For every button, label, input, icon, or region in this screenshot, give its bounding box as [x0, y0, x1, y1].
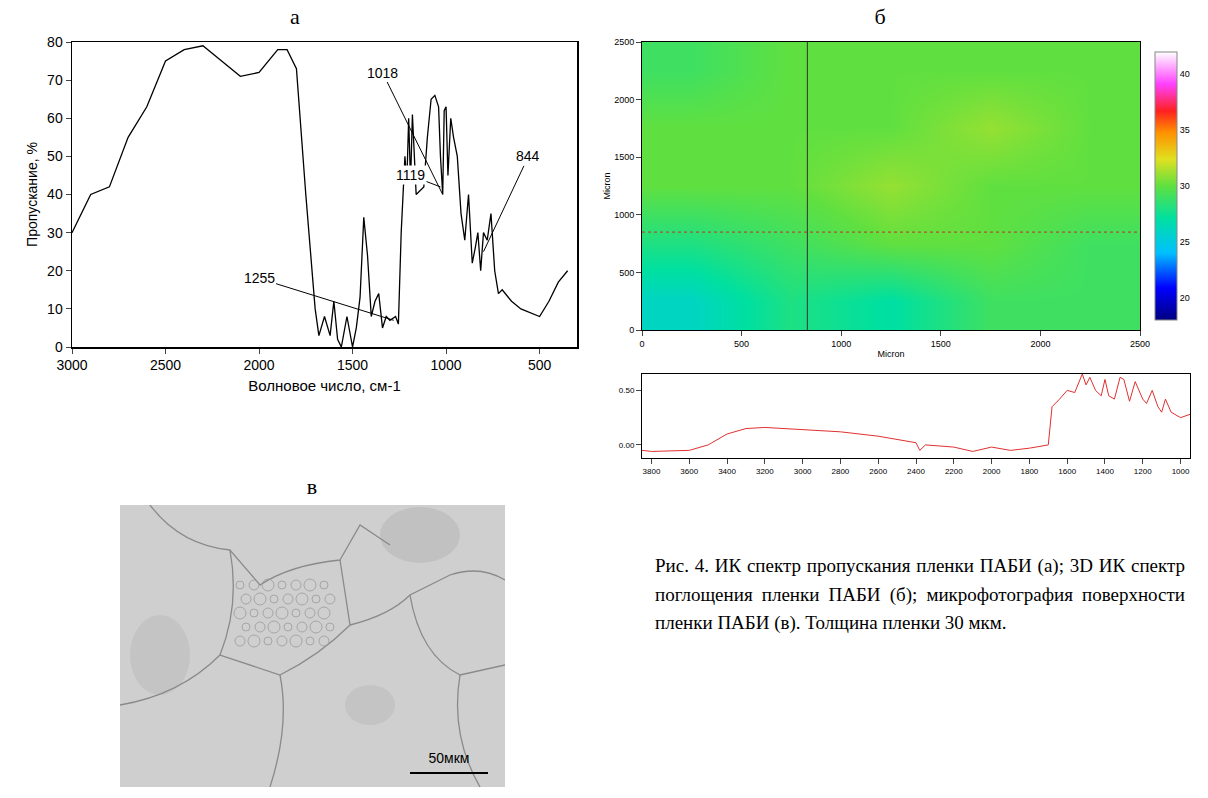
svg-text:1000: 1000 [430, 357, 461, 373]
svg-text:2000: 2000 [1030, 339, 1050, 349]
svg-text:0: 0 [629, 325, 634, 335]
svg-text:35: 35 [1180, 125, 1190, 135]
svg-text:3600: 3600 [680, 467, 698, 476]
svg-text:2600: 2600 [869, 467, 887, 476]
svg-text:1500: 1500 [614, 152, 634, 162]
svg-text:500: 500 [734, 339, 749, 349]
html-text:в: в [306, 474, 318, 499]
svg-text:3000: 3000 [56, 357, 87, 373]
svg-text:20: 20 [47, 263, 63, 279]
svg-text:2800: 2800 [832, 467, 850, 476]
svg-text:0.50: 0.50 [619, 386, 635, 395]
svg-text:2500: 2500 [614, 37, 634, 47]
svg-text:3000: 3000 [794, 467, 812, 476]
svg-text:1018: 1018 [367, 65, 398, 81]
svg-text:50: 50 [47, 148, 63, 164]
svg-text:1600: 1600 [1058, 467, 1076, 476]
svg-text:0: 0 [639, 339, 644, 349]
svg-text:20: 20 [1180, 293, 1190, 303]
svg-text:50мкм: 50мкм [429, 750, 470, 766]
svg-text:1000: 1000 [1172, 467, 1190, 476]
svg-text:2500: 2500 [1130, 339, 1150, 349]
svg-text:2500: 2500 [150, 357, 181, 373]
html-text:б: б [874, 4, 886, 29]
svg-text:30: 30 [47, 225, 63, 241]
svg-text:Волновое число, см-1: Волновое число, см-1 [248, 377, 401, 394]
svg-text:2000: 2000 [614, 95, 634, 105]
svg-text:40: 40 [1180, 69, 1190, 79]
svg-text:1800: 1800 [1020, 467, 1038, 476]
svg-text:3200: 3200 [756, 467, 774, 476]
svg-text:1119: 1119 [396, 167, 425, 183]
svg-text:1255: 1255 [244, 270, 275, 286]
svg-text:Micron: Micron [602, 172, 612, 199]
svg-text:500: 500 [619, 268, 634, 278]
svg-text:25: 25 [1180, 237, 1190, 247]
svg-text:1200: 1200 [1134, 467, 1152, 476]
svg-text:Пропускание, %: Пропускание, % [24, 142, 40, 247]
svg-text:2400: 2400 [907, 467, 925, 476]
svg-text:2000: 2000 [243, 357, 274, 373]
svg-text:1500: 1500 [931, 339, 951, 349]
svg-text:1400: 1400 [1096, 467, 1114, 476]
svg-text:80: 80 [47, 34, 63, 50]
svg-text:70: 70 [47, 72, 63, 88]
html-text:Рис. 4. ИК спектр пропускания: Рис. 4. ИК спектр пропускания пленки ПАБ… [655, 555, 1185, 633]
svg-text:2200: 2200 [945, 467, 963, 476]
svg-text:Micron: Micron [877, 349, 904, 359]
svg-text:1000: 1000 [831, 339, 851, 349]
svg-text:1500: 1500 [337, 357, 368, 373]
svg-text:60: 60 [47, 110, 63, 126]
svg-text:10: 10 [47, 301, 63, 317]
svg-text:40: 40 [47, 186, 63, 202]
svg-text:0.00: 0.00 [619, 441, 635, 450]
svg-text:2000: 2000 [983, 467, 1001, 476]
svg-text:0: 0 [55, 339, 63, 355]
svg-text:3800: 3800 [643, 467, 661, 476]
svg-text:3400: 3400 [718, 467, 736, 476]
html-text:а: а [290, 4, 300, 29]
svg-text:1000: 1000 [614, 210, 634, 220]
svg-text:500: 500 [528, 357, 552, 373]
svg-text:844: 844 [516, 148, 540, 164]
svg-text:30: 30 [1180, 181, 1190, 191]
